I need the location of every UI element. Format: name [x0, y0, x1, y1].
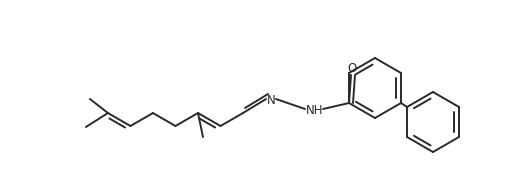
Text: N: N: [267, 94, 276, 107]
Text: NH: NH: [306, 103, 324, 117]
Text: O: O: [347, 61, 357, 74]
